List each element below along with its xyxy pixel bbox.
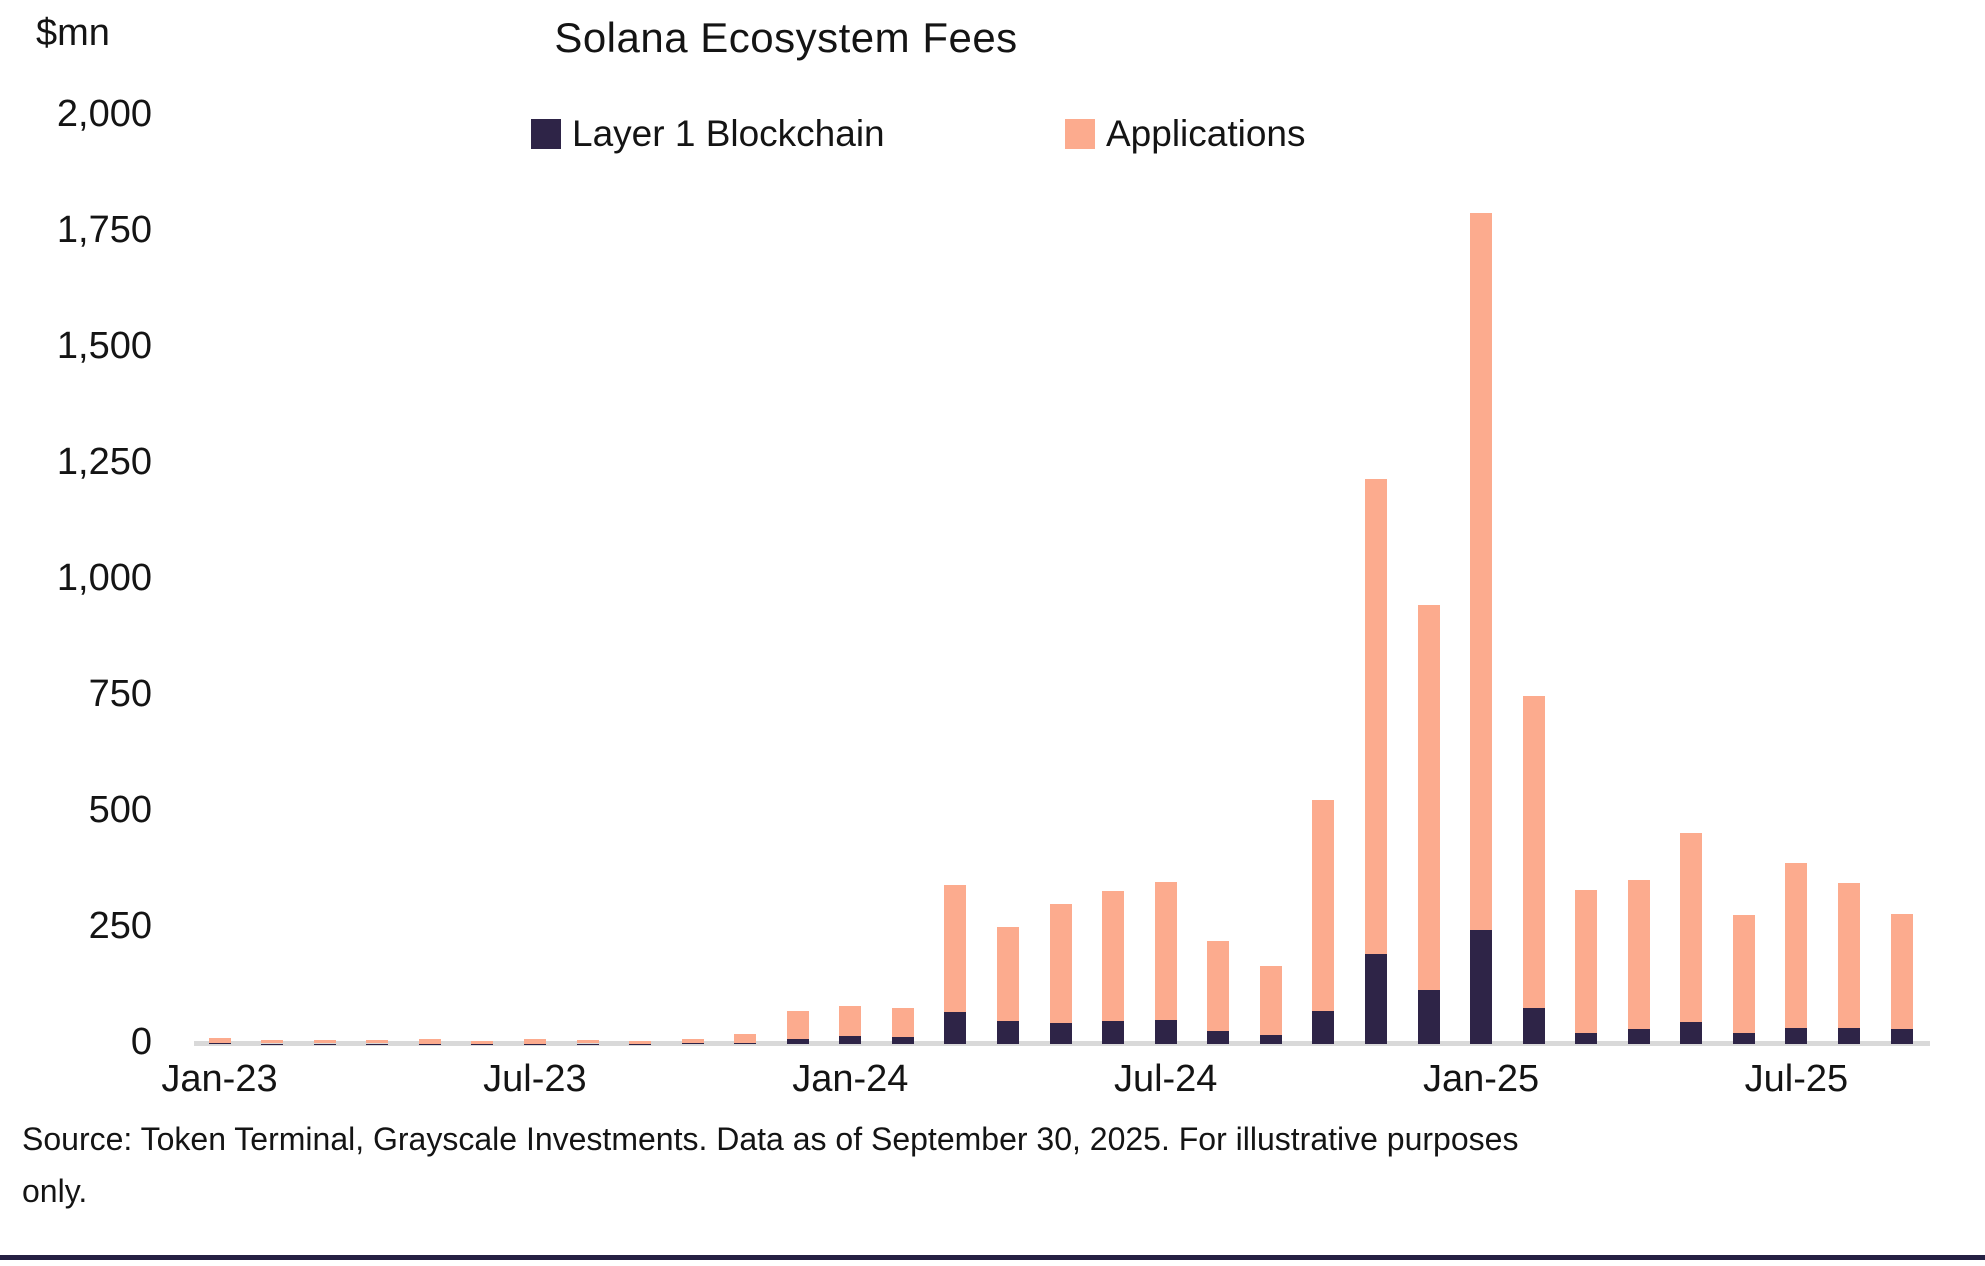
bar-applications-Aug-25 (1838, 883, 1860, 1028)
x-tick-label-Jan-25: Jan-25 (1422, 1058, 1540, 1100)
bar-layer1-Mar-25 (1575, 1032, 1598, 1044)
bar-applications-Nov-23 (734, 1034, 757, 1043)
legend-swatch-layer1 (531, 119, 561, 149)
bar-layer1-Jan-23 (208, 1043, 231, 1044)
bar-applications-Apr-25 (1627, 880, 1650, 1030)
legend-swatch-applications (1065, 119, 1095, 149)
bar-applications-May-23 (418, 1039, 441, 1044)
bar-layer1-Nov-23 (734, 1042, 757, 1044)
bar-layer1-Nov-24 (1364, 954, 1387, 1044)
bar-applications-Jul-23 (523, 1039, 546, 1044)
bar-layer1-Feb-23 (261, 1043, 284, 1044)
bar-layer1-Dec-24 (1417, 990, 1440, 1044)
bar-layer1-Sep-24 (1259, 1035, 1282, 1044)
bar-applications-Dec-24 (1417, 605, 1440, 991)
bar-applications-Sep-24 (1259, 966, 1282, 1036)
bar-applications-Sep-23 (629, 1040, 651, 1044)
bar-layer1-Sep-25 (1890, 1029, 1913, 1044)
bar-layer1-Oct-24 (1312, 1011, 1335, 1044)
y-tick-label-2000: 2,000 (56, 93, 152, 135)
bar-layer1-Jul-23 (523, 1043, 546, 1044)
bar-applications-Jan-24 (839, 1006, 862, 1037)
bar-layer1-May-24 (1049, 1023, 1072, 1044)
bar-applications-Jun-24 (1102, 890, 1125, 1021)
legend-item-layer1: Layer 1 Blockchain (531, 112, 885, 156)
bar-layer1-Apr-25 (1627, 1029, 1650, 1044)
bar-layer1-Jun-23 (471, 1043, 494, 1044)
bar-layer1-Jun-24 (1102, 1020, 1125, 1044)
y-tick-label-250: 250 (88, 905, 152, 947)
bar-layer1-Aug-24 (1207, 1031, 1230, 1044)
bar-applications-Oct-24 (1312, 799, 1335, 1011)
bar-applications-Jul-24 (1154, 882, 1177, 1020)
source-note: Source: Token Terminal, Grayscale Invest… (22, 1114, 1952, 1218)
bar-layer1-Apr-23 (366, 1043, 389, 1044)
bar-layer1-May-25 (1680, 1022, 1703, 1044)
bar-applications-Feb-24 (891, 1007, 914, 1037)
source-note-line1: Source: Token Terminal, Grayscale Invest… (22, 1121, 1519, 1157)
bar-layer1-Mar-24 (944, 1012, 967, 1044)
bar-applications-Jun-25 (1732, 915, 1755, 1033)
source-note-line2: only. (22, 1172, 88, 1209)
bar-layer1-Oct-23 (681, 1043, 704, 1044)
bar-layer1-Aug-23 (576, 1043, 599, 1044)
legend-label-applications: Applications (1106, 113, 1306, 154)
bar-applications-Feb-25 (1522, 696, 1545, 1008)
bar-applications-Mar-25 (1575, 890, 1598, 1033)
bar-applications-Apr-24 (997, 927, 1019, 1021)
y-tick-label-1500: 1,500 (56, 325, 152, 367)
bar-applications-Dec-23 (786, 1011, 809, 1039)
bar-applications-May-24 (1049, 903, 1072, 1024)
bar-applications-Feb-23 (261, 1040, 284, 1044)
y-tick-label-1250: 1,250 (56, 441, 152, 483)
x-tick-label-Jul-24: Jul-24 (1113, 1058, 1218, 1100)
bar-applications-Aug-24 (1207, 941, 1230, 1031)
bar-applications-Jun-23 (471, 1040, 494, 1044)
y-tick-label-1750: 1,750 (56, 209, 152, 251)
bar-applications-Jul-25 (1785, 863, 1808, 1028)
bar-applications-Jan-23 (208, 1038, 231, 1044)
bar-layer1-Jul-25 (1785, 1027, 1808, 1044)
bar-layer1-Jun-25 (1732, 1032, 1755, 1044)
bar-applications-May-25 (1680, 832, 1703, 1023)
x-tick-label-Jul-25: Jul-25 (1744, 1058, 1849, 1100)
x-tick-label-Jan-23: Jan-23 (161, 1058, 278, 1100)
bottom-divider (0, 1255, 1985, 1260)
y-axis-units-label: $mn (36, 12, 110, 54)
bar-layer1-Feb-25 (1522, 1007, 1545, 1044)
bar-applications-Sep-25 (1890, 914, 1913, 1030)
x-tick-label-Jul-23: Jul-23 (483, 1058, 587, 1100)
bar-layer1-Jul-24 (1154, 1019, 1177, 1044)
y-tick-label-500: 500 (88, 789, 152, 831)
bar-applications-Nov-24 (1364, 478, 1387, 954)
bar-applications-Jan-25 (1470, 213, 1493, 930)
chart-title: Solana Ecosystem Fees (554, 14, 1018, 61)
bar-applications-Oct-23 (681, 1039, 704, 1044)
y-tick-label-1000: 1,000 (56, 557, 152, 599)
bar-layer1-Jan-25 (1470, 929, 1493, 1044)
bar-layer1-Sep-23 (629, 1043, 651, 1044)
bar-applications-Apr-23 (366, 1040, 389, 1044)
y-tick-label-750: 750 (88, 673, 152, 715)
bar-applications-Mar-23 (313, 1040, 336, 1044)
bar-layer1-Feb-24 (891, 1037, 914, 1044)
bar-layer1-Aug-25 (1838, 1027, 1860, 1044)
bar-layer1-Apr-24 (997, 1020, 1019, 1044)
x-tick-label-Jan-24: Jan-24 (792, 1058, 909, 1100)
bar-layer1-Dec-23 (786, 1038, 809, 1044)
legend-label-layer1: Layer 1 Blockchain (572, 113, 885, 154)
bar-layer1-May-23 (418, 1043, 441, 1044)
bar-applications-Aug-23 (576, 1039, 599, 1044)
y-tick-label-0: 0 (130, 1021, 152, 1063)
bar-layer1-Jan-24 (839, 1036, 862, 1044)
bar-applications-Mar-24 (944, 884, 967, 1012)
bar-layer1-Mar-23 (313, 1043, 336, 1044)
legend-item-applications: Applications (1065, 112, 1306, 156)
